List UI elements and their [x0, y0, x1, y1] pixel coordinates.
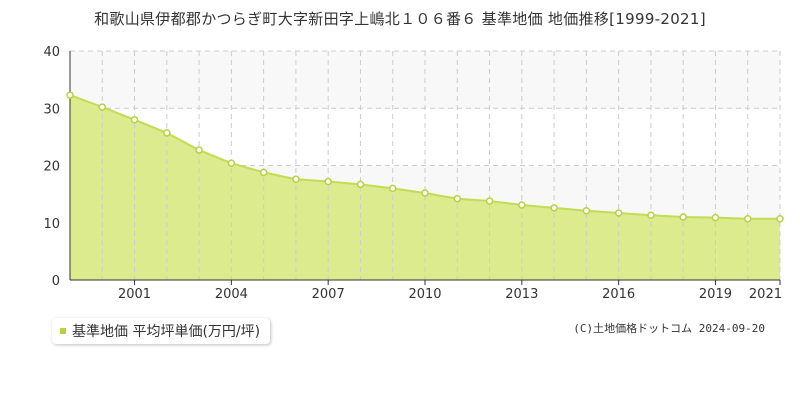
data-point [130, 115, 139, 124]
data-point [453, 194, 462, 203]
x-tick-label: 2021 [749, 287, 782, 300]
data-point [324, 177, 332, 186]
y-tick-label: 40 [43, 45, 60, 60]
data-point [743, 214, 752, 223]
data-point [711, 213, 720, 222]
data-point [518, 201, 526, 209]
data-point [776, 214, 784, 223]
data-point [259, 168, 268, 177]
data-point [388, 184, 397, 193]
data-point [292, 175, 300, 183]
x-tick-label: 2013 [505, 287, 538, 300]
x-tick-label: 2016 [602, 287, 635, 300]
x-tick-label: 2004 [215, 287, 248, 300]
x-tick-label: 2001 [118, 287, 151, 300]
chart-title: 和歌山県伊都郡かつらぎ町大字新田字上嶋北１０６番６ 基準地価 地価推移[1999… [94, 10, 706, 28]
x-tick-label: 2019 [699, 287, 732, 300]
data-point [227, 159, 236, 167]
data-point [614, 209, 623, 217]
data-point [356, 180, 365, 189]
y-tick-label: 30 [43, 102, 60, 117]
data-point [163, 129, 171, 137]
data-point [98, 103, 107, 111]
vertical-gridlines [101, 51, 781, 280]
x-axis-ticks: 2001 2004 2007 2010 2013 2016 2019 2021 [118, 280, 782, 300]
data-point [195, 146, 203, 154]
x-tick-label: 2010 [408, 287, 441, 300]
data-point [679, 213, 687, 221]
data-point [582, 206, 591, 215]
data-point [421, 189, 429, 197]
y-tick-label: 10 [43, 217, 60, 232]
price-area-fill [70, 95, 780, 281]
legend-marker-icon [60, 328, 66, 334]
y-axis-ticks: 0 10 20 30 40 [43, 45, 60, 289]
legend: 基準地価 平均坪単価(万円/坪) [52, 318, 271, 344]
data-point [485, 197, 494, 205]
data-point [66, 91, 74, 99]
legend-label: 基準地価 平均坪単価(万円/坪) [72, 324, 261, 340]
data-point [647, 211, 655, 220]
x-tick-label: 2007 [312, 287, 345, 300]
y-tick-label: 20 [43, 160, 60, 175]
data-point [550, 204, 558, 212]
data-points [66, 91, 784, 223]
copyright-text: (C)土地価格ドットコム 2024-09-20 [573, 322, 765, 335]
y-tick-label: 0 [52, 274, 60, 289]
